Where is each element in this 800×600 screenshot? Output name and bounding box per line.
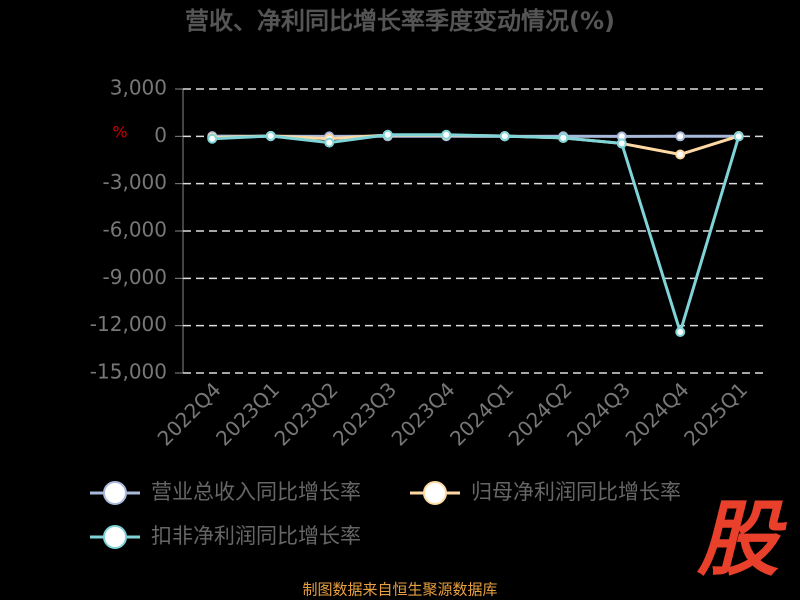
- y-tick-label: 3,000: [110, 76, 167, 100]
- point: [558, 132, 569, 143]
- point: [499, 131, 510, 142]
- y-tick-label: -9,000: [103, 265, 167, 289]
- point: [324, 137, 335, 148]
- legend-marker: [423, 481, 447, 505]
- y-tick-label: -15,000: [90, 360, 167, 384]
- legend-label: 扣非净利润同比增长率: [151, 524, 361, 548]
- point: [675, 131, 686, 142]
- y-tick-label: -3,000: [103, 170, 167, 194]
- point: [441, 129, 452, 140]
- legend-label: 归母净利润同比增长率: [471, 480, 681, 504]
- point: [675, 149, 686, 160]
- point: [382, 129, 393, 140]
- point: [733, 131, 744, 142]
- y-axis-label: %: [112, 123, 127, 142]
- chart-title: 营收、净利同比增长率季度变动情况(%): [185, 7, 615, 35]
- legend-marker: [103, 525, 127, 549]
- point: [616, 138, 627, 149]
- series-line: [212, 133, 741, 338]
- point: [265, 131, 276, 142]
- point: [675, 326, 686, 337]
- y-tick-label: -6,000: [103, 218, 167, 242]
- y-tick-label: -12,000: [90, 312, 167, 336]
- legend-marker: [103, 481, 127, 505]
- logo: 股: [696, 492, 787, 587]
- point: [207, 133, 218, 144]
- legend-label: 营业总收入同比增长率: [151, 480, 361, 504]
- source-note: 制图数据来自恒生聚源数据库: [302, 581, 497, 599]
- y-tick-label: 0: [154, 123, 167, 147]
